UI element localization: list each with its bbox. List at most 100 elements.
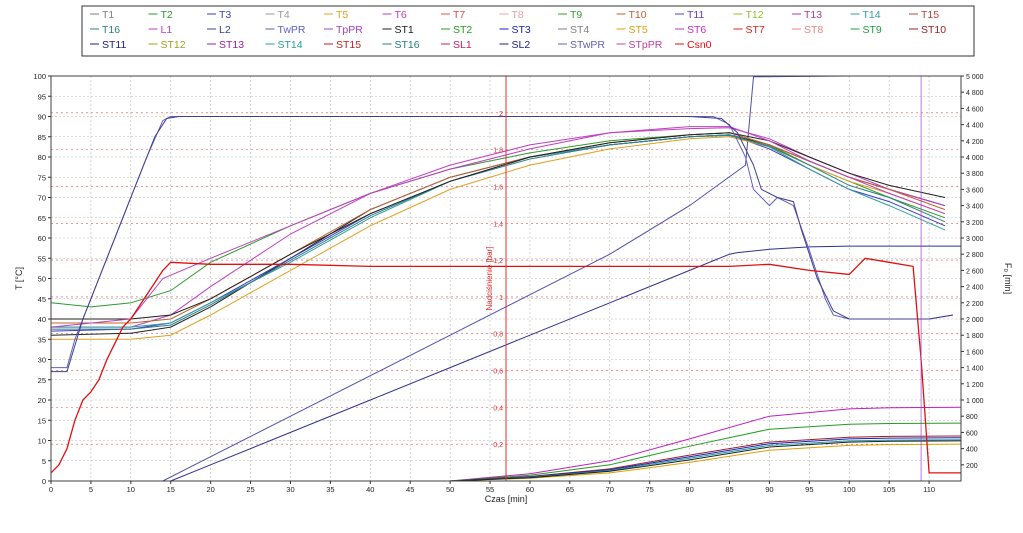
legend-label: ST12 [161,39,186,51]
y-tick-label-left: 0 [42,477,46,486]
y-tick-label-left: 80 [38,153,46,162]
x-tick-label: 110 [923,485,935,494]
legend-label: T9 [570,9,582,21]
y-tick-label-right: 2 600 [966,268,984,275]
x-tick-label: 80 [685,485,693,494]
legend-label: SL1 [453,39,472,51]
legend-label: ST11 [102,39,126,51]
legend-label: TpPR [336,24,363,36]
legend-box [81,5,975,57]
y-tick-label-right: 3 400 [966,204,984,211]
y-tick-label-pressure: 0,4 [493,405,503,412]
series-line-fo [51,440,962,482]
legend-label: T5 [336,9,348,21]
legend-label: T13 [804,9,822,21]
y-tick-label-right: 400 [966,447,978,454]
y-tick-label-right: 1 400 [966,366,984,373]
y-tick-label-right: 3 800 [966,171,984,178]
series-line [51,134,946,328]
legend-label: T2 [161,9,173,21]
x-tick-label: 10 [127,485,135,494]
series-line [50,126,946,328]
y-tick-label-pressure: 1 [499,295,503,302]
x-tick-label: 15 [167,485,175,494]
legend-label: ST9 [863,24,882,36]
y-tick-label-pressure: 2 [499,111,503,118]
legend-label: L2 [219,24,231,36]
y-tick-label-left: 50 [38,275,46,284]
x-tick-label: 95 [805,485,813,494]
legend-label: ST13 [219,39,244,51]
y-tick-label-pressure: 1,6 [493,184,503,191]
x-tick-label: 85 [725,485,733,494]
series-line [51,134,946,330]
y-tick-label-right: 1 200 [966,382,984,389]
legend-label: T3 [219,9,231,21]
legend-label: T14 [863,9,881,21]
y-tick-label-right: 2 800 [966,252,984,259]
legend-label: STpPR [629,39,663,51]
y-axis-label-right: F₀ [min] [1003,263,1013,294]
y-tick-label-right: 4 200 [966,139,984,146]
y-tick-label-left: 75 [38,173,46,182]
legend-label: Csn0 [687,39,712,51]
legend-label: T16 [102,24,120,36]
legend: T1 T2 T3 T4 T5 T6 T7 T8 T9 T10 T11 T12 T13 T14 T15 T16 L… [81,5,975,57]
y-tick-label-left: 35 [38,335,46,344]
series-line-fo [51,75,961,482]
legend-label: SL2 [512,39,531,51]
y-tick-label-left: 30 [38,356,46,365]
x-axis-label: Czas [min] [485,494,528,504]
legend-label: T7 [453,9,465,21]
y-tick-label-right: 4 400 [966,123,984,130]
legend-label: L1 [161,24,173,36]
y-tick-label-right: 1 800 [966,333,984,340]
y-tick-label-pressure: 1,8 [493,148,503,155]
legend-label: ST3 [512,24,531,36]
y-tick-label-pressure: 0,8 [493,332,503,339]
y-tick-label-left: 65 [38,214,46,223]
legend-label: T6 [395,9,407,21]
x-tick-label: 75 [646,485,654,494]
x-tick-label: 55 [486,485,494,494]
y-tick-label-pressure: 0,6 [493,369,503,376]
y-tick-label-right: 4 600 [966,106,984,113]
series-layer [50,75,962,482]
x-tick-label: 40 [366,485,374,494]
legend-label: T11 [687,9,704,21]
y-tick-label-right: 5 000 [966,74,984,81]
y-tick-label-left: 55 [38,254,46,263]
y-tick-label-left: 25 [38,376,46,385]
legend-label: ST15 [336,39,361,51]
y-tick-label-right: 600 [966,430,978,437]
y-axis-label-pressure: Nadciśnienie [bar] [485,246,494,310]
y-tick-label-right: 4 000 [966,155,984,162]
legend-label: T15 [921,9,939,21]
series-line [51,132,946,320]
legend-label: ST14 [278,39,303,51]
series-line [51,116,954,373]
legend-label: ST7 [746,24,765,36]
y-tick-label-left: 20 [38,396,46,405]
y-tick-label-right: 2 200 [966,301,984,308]
legend-label: T12 [746,9,764,21]
legend-label: ST16 [395,39,420,51]
x-tick-label: 105 [883,485,896,494]
y-tick-label-left: 10 [38,437,46,446]
legend-label: ST10 [921,24,946,36]
y-tick-label-pressure: 0,2 [493,442,503,449]
y-tick-label-left: 60 [38,234,46,243]
legend-label: ST6 [687,24,706,36]
legend-label: TwPR [278,24,306,36]
legend-label: ST5 [629,24,648,36]
x-tick-label: 30 [286,485,294,494]
y-tick-label-pressure: 1,4 [493,221,503,228]
x-tick-label: 20 [206,485,214,494]
legend-label: ST8 [804,24,823,36]
x-tick-label: 0 [49,485,53,494]
x-tick-label: 90 [765,485,773,494]
legend-label: ST4 [570,24,589,36]
y-tick-label-right: 3 600 [966,187,984,194]
y-tick-label-right: 200 [966,463,978,470]
x-tick-label: 45 [406,485,414,494]
